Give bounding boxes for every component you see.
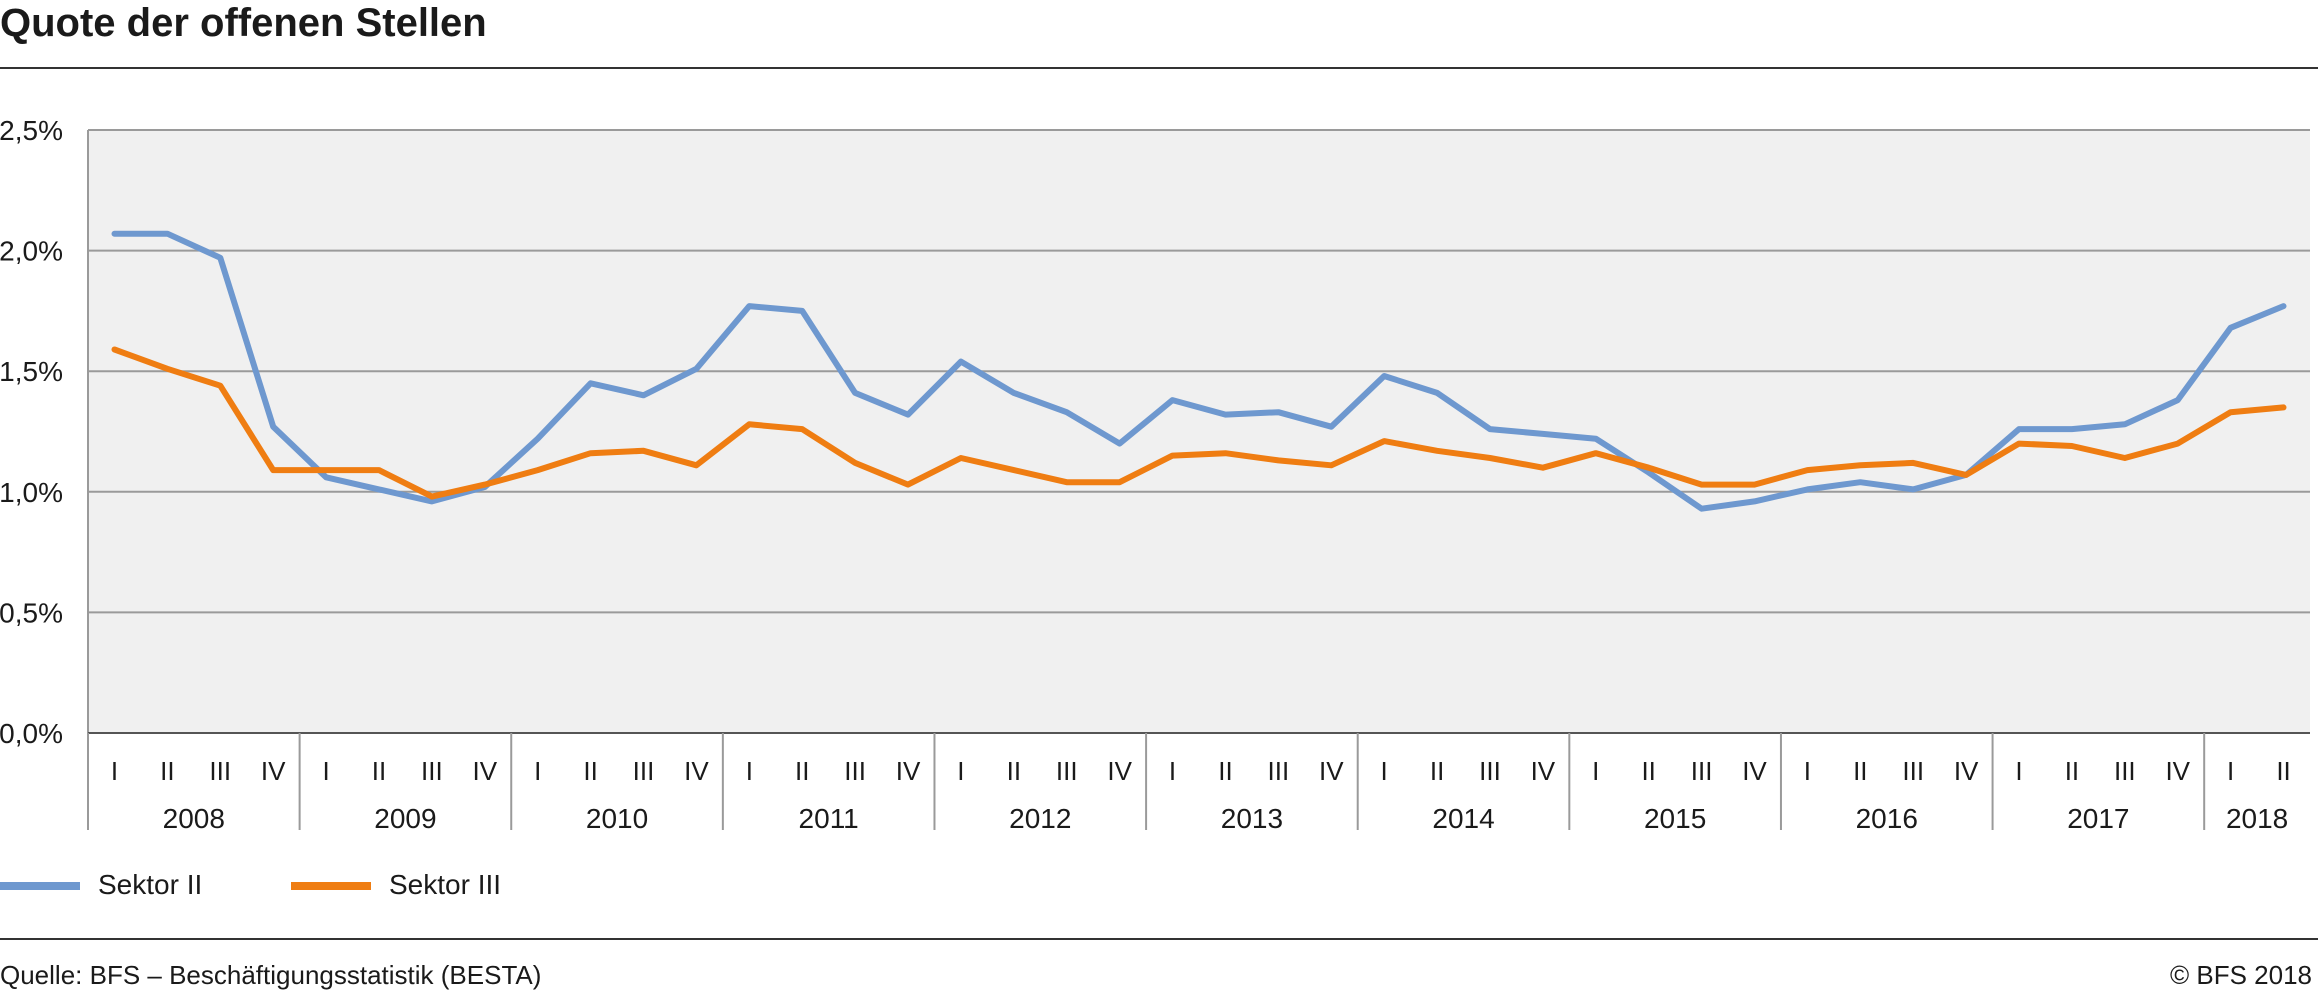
x-tick-label: III <box>2114 756 2136 786</box>
legend-label-sektor-ii: Sektor II <box>98 869 203 900</box>
y-tick-label: 0,5% <box>0 597 63 628</box>
x-tick-label: III <box>1268 756 1290 786</box>
y-tick-label: 1,0% <box>0 477 63 508</box>
x-tick-label: III <box>1902 756 1924 786</box>
year-label: 2010 <box>586 803 648 834</box>
x-tick-label: IV <box>1742 756 1767 786</box>
x-tick-label: I <box>746 756 753 786</box>
x-tick-label: II <box>583 756 597 786</box>
series-lines <box>111 230 2287 512</box>
y-tick-label: 2,5% <box>0 115 63 146</box>
chart-title: Quote der offenen Stellen <box>0 1 487 45</box>
y-tick-label: 2,0% <box>0 236 63 267</box>
x-tick-label: IV <box>472 756 497 786</box>
x-tick-label: II <box>1430 756 1444 786</box>
x-tick-label: I <box>1804 756 1811 786</box>
x-tick-label: II <box>795 756 809 786</box>
x-tick-label: IV <box>896 756 921 786</box>
x-tick-label: II <box>1007 756 1021 786</box>
title-divider <box>0 67 2318 69</box>
year-label: 2012 <box>1009 803 1071 834</box>
x-tick-label: III <box>633 756 655 786</box>
year-label: 2016 <box>1856 803 1918 834</box>
x-tick-label: IV <box>2165 756 2190 786</box>
x-tick-label: II <box>1641 756 1655 786</box>
series-line-sektor-iii <box>111 346 2287 500</box>
x-tick-label: IV <box>1107 756 1132 786</box>
x-tick-label: I <box>322 756 329 786</box>
x-tick-label: I <box>111 756 118 786</box>
x-tick-label: II <box>372 756 386 786</box>
year-label: 2008 <box>163 803 225 834</box>
x-tick-label: III <box>209 756 231 786</box>
x-tick-label: I <box>2227 756 2234 786</box>
legend-swatch-sektor-ii <box>0 882 80 890</box>
x-tick-label: I <box>534 756 541 786</box>
x-tick-label: II <box>1218 756 1232 786</box>
year-label: 2017 <box>2067 803 2129 834</box>
x-tick-label: I <box>1381 756 1388 786</box>
source-note: Quelle: BFS – Beschäftigungsstatistik (B… <box>0 960 542 990</box>
year-label: 2018 <box>2226 803 2288 834</box>
x-tick-label: III <box>1056 756 1078 786</box>
x-tick-label: III <box>1479 756 1501 786</box>
x-tick-label: I <box>1169 756 1176 786</box>
plot-area <box>88 130 2310 733</box>
x-tick-label: III <box>421 756 443 786</box>
x-tick-label: IV <box>1954 756 1979 786</box>
x-tick-label: II <box>2276 756 2290 786</box>
y-axis-ticks: 0,0% 0,5% 1,0% 1,5% 2,0% 2,5% <box>0 115 63 749</box>
legend-label-sektor-iii: Sektor III <box>389 869 502 900</box>
year-label: 2013 <box>1221 803 1283 834</box>
x-tick-label: III <box>1691 756 1713 786</box>
x-tick-label: IV <box>684 756 709 786</box>
year-label: 2011 <box>799 803 859 834</box>
year-label: 2014 <box>1432 803 1494 834</box>
x-tick-label: IV <box>1319 756 1344 786</box>
x-tick-label: II <box>2065 756 2079 786</box>
year-label: 2009 <box>374 803 436 834</box>
legend-swatch-sektor-iii <box>291 882 371 890</box>
x-tick-label: II <box>160 756 174 786</box>
y-tick-label: 0,0% <box>0 718 63 749</box>
copyright-note: © BFS 2018 <box>2169 960 2312 990</box>
year-label: 2015 <box>1644 803 1706 834</box>
x-tick-label: IV <box>261 756 286 786</box>
x-tick-label: II <box>1853 756 1867 786</box>
footer-divider <box>0 938 2318 940</box>
y-tick-label: 1,5% <box>0 356 63 387</box>
x-tick-label: I <box>957 756 964 786</box>
x-tick-label: I <box>1592 756 1599 786</box>
x-tick-label: I <box>2015 756 2022 786</box>
x-tick-label: III <box>844 756 866 786</box>
x-tick-label: IV <box>1531 756 1556 786</box>
